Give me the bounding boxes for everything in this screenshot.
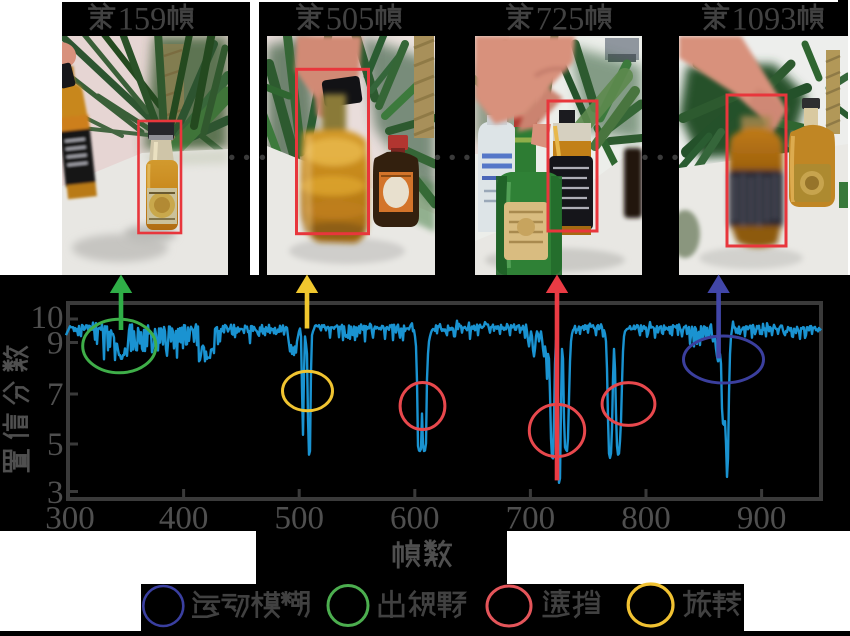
svg-text:0: 0	[748, 2, 764, 38]
svg-text:3: 3	[780, 2, 796, 38]
svg-text:700: 700	[506, 501, 556, 537]
svg-text:5: 5	[358, 2, 374, 38]
svg-text:900: 900	[737, 501, 787, 537]
svg-text:300: 300	[45, 501, 95, 537]
svg-text:3: 3	[47, 475, 64, 511]
svg-text:7: 7	[536, 2, 552, 38]
svg-text:1: 1	[118, 2, 134, 38]
svg-text:5: 5	[568, 2, 584, 38]
svg-text:800: 800	[621, 501, 671, 537]
svg-text:5: 5	[47, 427, 64, 463]
svg-text:9: 9	[764, 2, 780, 38]
svg-text:9: 9	[150, 2, 166, 38]
svg-text:600: 600	[390, 501, 440, 537]
svg-text:2: 2	[552, 2, 568, 38]
svg-text:9: 9	[47, 326, 64, 362]
svg-text:500: 500	[274, 501, 324, 537]
svg-text:400: 400	[159, 501, 209, 537]
svg-text:1: 1	[732, 2, 748, 38]
svg-text:5: 5	[134, 2, 150, 38]
svg-text:0: 0	[342, 2, 358, 38]
svg-text:5: 5	[326, 2, 342, 38]
svg-text:7: 7	[47, 377, 64, 413]
svg-text:10: 10	[31, 300, 64, 336]
